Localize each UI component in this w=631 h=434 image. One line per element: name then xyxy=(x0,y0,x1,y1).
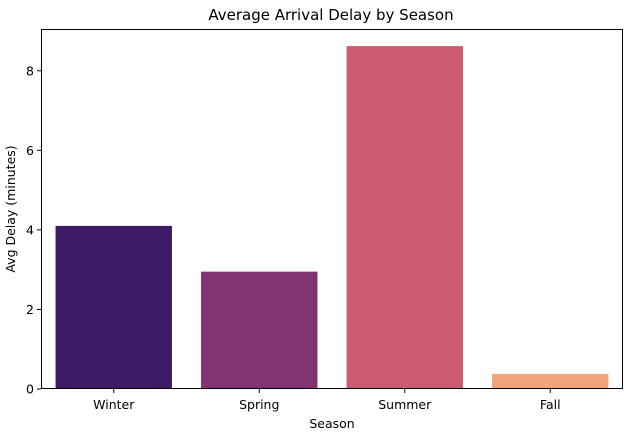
y-axis-ticks: 0 2 4 6 8 xyxy=(26,63,41,397)
bars-group xyxy=(55,46,609,389)
y-tick-label: 8 xyxy=(26,63,34,78)
y-tick-label: 4 xyxy=(26,222,34,237)
plot-frame xyxy=(41,29,623,389)
y-tick-label: 0 xyxy=(26,382,34,397)
y-tick-label: 2 xyxy=(26,302,34,317)
x-tick-label: Spring xyxy=(239,397,279,412)
x-axis-ticks: Winter Spring Summer Fall xyxy=(93,389,561,412)
bar-spring xyxy=(201,271,318,389)
y-tick-label: 6 xyxy=(26,143,34,158)
bar-winter xyxy=(55,225,172,389)
chart-title: Average Arrival Delay by Season xyxy=(208,6,453,24)
y-axis-label: Avg Delay (minutes) xyxy=(3,145,18,272)
bar-summer xyxy=(346,46,463,389)
x-tick-label: Summer xyxy=(378,397,432,412)
bar-fall xyxy=(492,373,609,389)
x-axis-label: Season xyxy=(309,416,354,431)
x-tick-label: Winter xyxy=(93,397,135,412)
x-tick-label: Fall xyxy=(540,397,561,412)
